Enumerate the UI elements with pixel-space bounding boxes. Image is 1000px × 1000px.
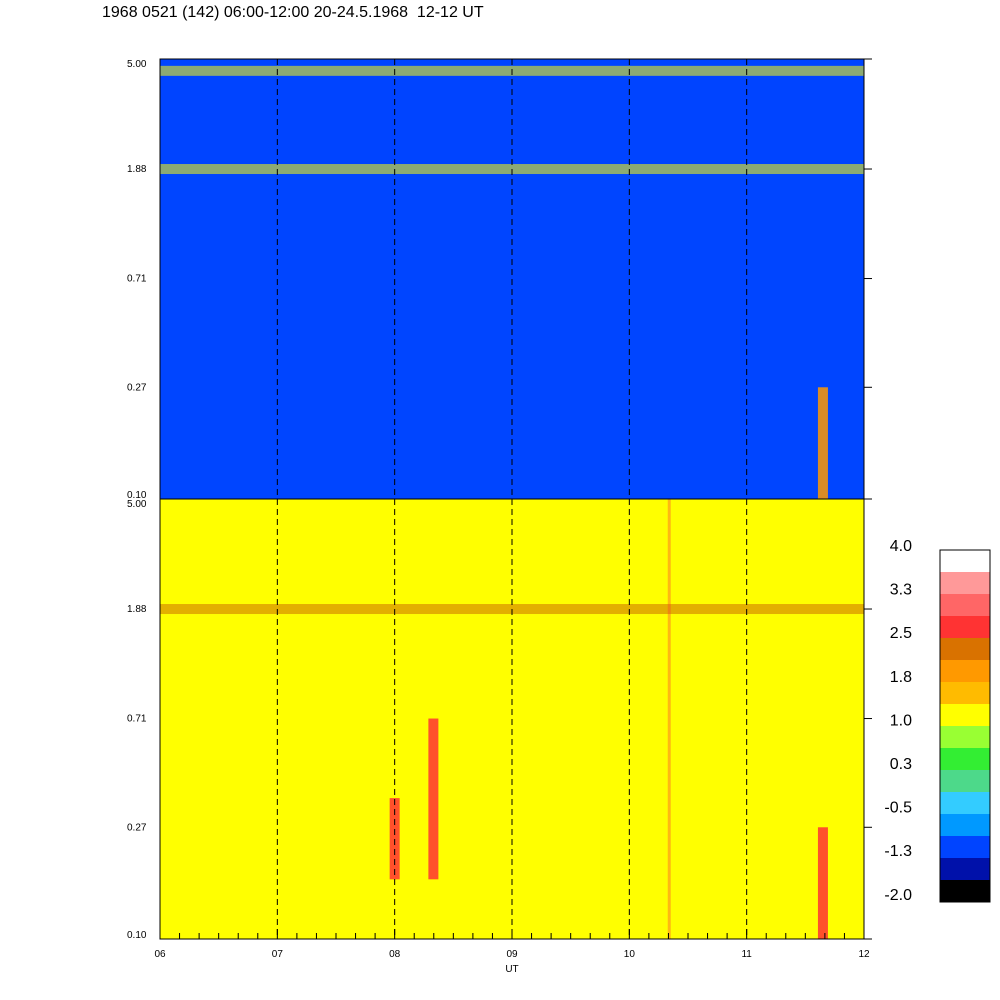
y-tick-label: 1.88 [127, 604, 147, 615]
heatmap-feature [389, 798, 400, 880]
colorbar-swatch [940, 792, 990, 814]
colorbar-swatch [940, 770, 990, 792]
colorbar-frame [939, 549, 991, 903]
colorbar-swatch [940, 748, 990, 770]
y-tick-label: 1.88 [127, 164, 147, 175]
heatmap-feature [667, 499, 671, 939]
x-axis-label: UT [505, 964, 518, 975]
colorbar-swatch [940, 594, 990, 616]
colorbar-label: 2.5 [890, 625, 912, 642]
y-tick-label: 0.10 [127, 490, 147, 501]
x-tick-label: 11 [741, 949, 752, 960]
y-tick-label: 5.00 [127, 59, 147, 70]
colorbar-label: -0.5 [884, 800, 912, 817]
x-tick-label: 06 [154, 949, 166, 960]
colorbar-swatch [940, 660, 990, 682]
colorbar-label: -2.0 [884, 887, 912, 904]
colorbar-label: 0.3 [890, 756, 912, 773]
colorbar-label: -1.3 [884, 843, 912, 860]
chart-title: 1968 0521 (142) 06:00-12:00 20-24.5.1968… [102, 4, 484, 21]
y-tick-label: 0.27 [127, 822, 147, 833]
colorbar-swatch [940, 726, 990, 748]
y-tick-label: 5.00 [127, 499, 147, 510]
y-tick-label: 0.71 [127, 714, 147, 725]
x-tick-label: 07 [272, 949, 284, 960]
colorbar-swatch [940, 616, 990, 638]
colorbar-swatch [940, 880, 990, 902]
colorbar-label: 3.3 [890, 582, 912, 599]
heatmap-feature [428, 718, 439, 880]
colorbar-swatch [940, 858, 990, 880]
colorbar-swatch [940, 550, 990, 572]
y-tick-label: 0.71 [127, 274, 147, 285]
colorbar-label: 1.8 [890, 669, 912, 686]
colorbar-swatch [940, 682, 990, 704]
heatmap-panel-lower: 0.10 0.27 0.71 1.88 5.00 [127, 498, 872, 941]
colorbar: 4.0 3.3 2.5 1.8 1.0 0.3 -0.5 -1.3 -2.0 [884, 538, 991, 904]
x-tick-label: 10 [624, 949, 636, 960]
colorbar-swatch [940, 704, 990, 726]
colorbar-label: 4.0 [890, 538, 912, 555]
colorbar-label: 1.0 [890, 712, 912, 729]
x-tick-label: 09 [506, 949, 518, 960]
x-tick-label: 08 [389, 949, 401, 960]
x-tick-label: 12 [858, 949, 870, 960]
colorbar-swatch [940, 814, 990, 836]
y-tick-label: 0.27 [127, 382, 147, 393]
colorbar-swatch [940, 836, 990, 858]
colorbar-swatch [940, 572, 990, 594]
y-tick-label: 0.10 [127, 930, 147, 941]
heatmap-panel-upper: 0.10 0.27 0.71 1.88 5.00 [127, 58, 872, 501]
heatmap-feature [817, 387, 828, 499]
heatmap-feature [817, 827, 828, 939]
colorbar-swatch [940, 638, 990, 660]
